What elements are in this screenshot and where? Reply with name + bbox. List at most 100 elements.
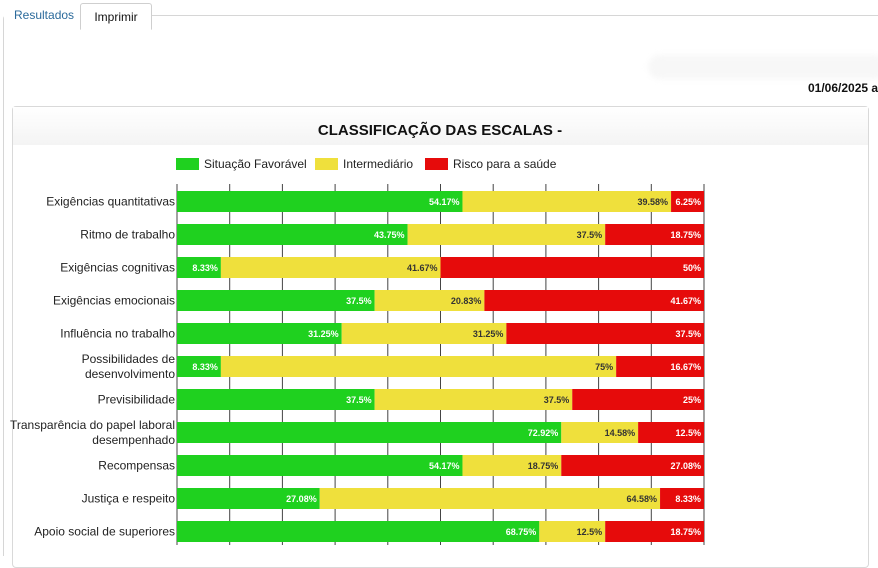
legend-swatch-risco	[425, 158, 448, 170]
data-label: 68.75%	[506, 527, 537, 537]
data-label: 37.5%	[346, 395, 372, 405]
category-label: Ritmo de trabalho	[80, 228, 175, 242]
stacked-bar-chart: Exigências quantitativas 54.17% 39.58% 6.25…	[10, 184, 705, 545]
bar-segment	[177, 257, 221, 278]
category-label-line: Justiça e respeito	[82, 492, 176, 506]
data-label: 54.17%	[429, 197, 460, 207]
bar-segment	[177, 422, 562, 443]
bar-segment	[605, 521, 704, 542]
data-label: 39.58%	[638, 197, 669, 207]
bar-segment	[319, 488, 661, 509]
data-label: 72.92%	[528, 428, 559, 438]
data-label: 8.33%	[675, 494, 701, 504]
chart-title: CLASSIFICAÇÃO DAS ESCALAS -	[317, 122, 563, 139]
data-label: 37.5%	[346, 296, 372, 306]
data-label: 12.5%	[675, 428, 701, 438]
chart-legend: Situação Favorável Intermediário Risco p…	[0, 157, 878, 173]
category-label-line: Previsibilidade	[98, 393, 176, 407]
bar-segment	[374, 389, 573, 410]
data-label: 25%	[683, 395, 701, 405]
data-label: 18.75%	[670, 527, 701, 537]
category-label-line: Influência no trabalho	[60, 327, 175, 341]
category-label-line: desempenhado	[92, 433, 175, 447]
data-label: 14.58%	[605, 428, 636, 438]
data-label: 12.5%	[577, 527, 603, 537]
tab-imprimir[interactable]: Imprimir	[80, 3, 152, 30]
legend-label-risco: Risco para a saúde	[453, 157, 557, 171]
bar-segment	[177, 323, 342, 344]
data-label: 54.17%	[429, 461, 460, 471]
data-label: 27.08%	[670, 461, 701, 471]
legend-item-intermediario[interactable]: Intermediário	[315, 157, 413, 171]
data-label: 41.67%	[407, 263, 438, 273]
tab-resultados[interactable]: Resultados	[4, 2, 85, 28]
data-label: 41.67%	[670, 296, 701, 306]
legend-swatch-intermediario	[315, 158, 338, 170]
data-label: 50%	[683, 263, 701, 273]
legend-item-risco[interactable]: Risco para a saúde	[425, 157, 556, 171]
category-label: Previsibilidade	[98, 393, 176, 407]
data-label: 31.25%	[473, 329, 504, 339]
category-label-line: Apoio social de superiores	[34, 525, 175, 539]
date-range: 01/06/2025 a 2	[808, 81, 878, 95]
data-label: 8.33%	[192, 362, 218, 372]
bar-segment	[462, 455, 562, 476]
category-label-line: Exigências quantitativas	[46, 195, 175, 209]
category-label: Exigências cognitivas	[60, 261, 175, 275]
bar-segment	[177, 191, 463, 212]
legend-label-favoravel: Situação Favorável	[204, 157, 307, 171]
bar-segment	[506, 323, 704, 344]
data-label: 75%	[595, 362, 613, 372]
category-label: Justiça e respeito	[82, 492, 176, 506]
category-label: Influência no trabalho	[60, 327, 175, 341]
bar-segment	[572, 389, 704, 410]
chart-header	[13, 107, 868, 145]
bar-segment	[462, 191, 672, 212]
bar-segment	[177, 521, 540, 542]
bar-segment	[177, 224, 408, 245]
bar-segment	[177, 356, 221, 377]
data-label: 27.08%	[286, 494, 317, 504]
data-label: 8.33%	[192, 263, 218, 273]
data-label: 64.58%	[627, 494, 658, 504]
bar-segment	[220, 257, 441, 278]
data-label: 18.75%	[528, 461, 559, 471]
data-label: 31.25%	[308, 329, 339, 339]
legend-item-favoravel[interactable]: Situação Favorável	[176, 157, 307, 171]
category-label-line: Exigências emocionais	[53, 294, 175, 308]
category-label: Recompensas	[98, 459, 175, 473]
bar-segment	[440, 257, 704, 278]
bar-segment	[561, 422, 639, 443]
data-label: 43.75%	[374, 230, 405, 240]
bar-segment	[177, 488, 320, 509]
legend-label-intermediario: Intermediário	[343, 157, 414, 171]
category-label-line: Exigências cognitivas	[60, 261, 175, 275]
bar-segment	[374, 290, 485, 311]
category-label-line: Possibilidades de	[82, 352, 176, 366]
category-label-line: desenvolvimento	[85, 367, 175, 381]
bar-segment	[561, 455, 704, 476]
category-label-line: Ritmo de trabalho	[80, 228, 175, 242]
bar-segment	[220, 356, 617, 377]
results-panel	[3, 15, 878, 556]
category-label-line: Recompensas	[98, 459, 175, 473]
legend-swatch-favoravel	[176, 158, 199, 170]
bar-segment	[341, 323, 507, 344]
category-label: Exigências emocionais	[53, 294, 175, 308]
bar-segment	[177, 290, 375, 311]
category-label: Exigências quantitativas	[46, 195, 175, 209]
data-label: 6.25%	[675, 197, 701, 207]
data-label: 18.75%	[670, 230, 701, 240]
data-label: 20.83%	[451, 296, 482, 306]
data-label: 37.5%	[675, 329, 701, 339]
category-label: Possibilidades de desenvolvimento	[82, 352, 176, 381]
data-label: 37.5%	[544, 395, 570, 405]
bar-segment	[671, 191, 704, 212]
bar-segment	[484, 290, 704, 311]
bar-segment	[177, 389, 375, 410]
category-label: Transparência do papel laboral desempenha…	[10, 418, 175, 447]
redacted-company-name	[648, 55, 878, 79]
bar-segment	[638, 422, 704, 443]
bar-segment	[407, 224, 606, 245]
bar-segment	[177, 455, 463, 476]
